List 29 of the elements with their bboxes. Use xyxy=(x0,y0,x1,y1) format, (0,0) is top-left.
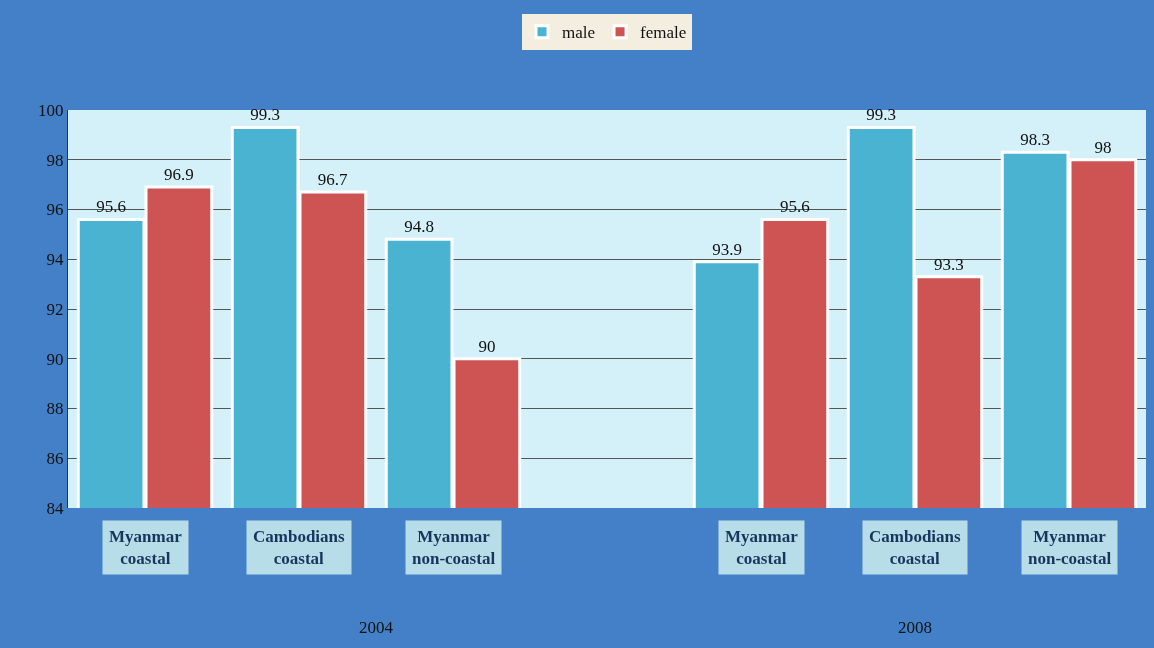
x-tick-label: Myanmar non-coastal xyxy=(1028,527,1112,569)
data-label: 99.3 xyxy=(250,105,280,125)
text: 2004 xyxy=(359,618,394,637)
x-tick-label: Myanmar coastal xyxy=(725,527,799,569)
y-tick-label: 100 xyxy=(38,100,64,120)
data-label: 94.8 xyxy=(404,217,434,237)
legend-label: male xyxy=(562,23,596,43)
data-label: 96.9 xyxy=(164,165,194,185)
data-label: 93.3 xyxy=(934,254,964,274)
y-tick-label: 92 xyxy=(46,299,64,319)
legend-label: female xyxy=(640,23,687,43)
y-tick-label: 90 xyxy=(46,349,64,369)
y-tick-label: 98 xyxy=(46,150,64,170)
data-label: 99.3 xyxy=(866,105,896,125)
y-tick-label: 96 xyxy=(46,200,64,220)
data-label: 96.7 xyxy=(317,170,349,190)
y-tick-label: 94 xyxy=(46,250,65,270)
y-tick-label: 84 xyxy=(46,498,65,518)
y-tick-label: 86 xyxy=(46,449,64,469)
y-tick-label: 88 xyxy=(46,399,64,419)
x-tick-label: Cambodians coastal xyxy=(253,527,346,569)
data-label: 93.9 xyxy=(712,239,742,259)
data-label: 90 xyxy=(478,336,496,356)
text: 2008 xyxy=(898,618,932,637)
x-tick-label: Myanmar coastal xyxy=(109,527,183,569)
x-tick-label: Cambodians coastal xyxy=(869,527,962,569)
data-label: 98.3 xyxy=(1020,130,1050,150)
x-tick-label: Myanmar non-coastal xyxy=(412,527,496,569)
data-label: 98 xyxy=(1094,137,1112,157)
